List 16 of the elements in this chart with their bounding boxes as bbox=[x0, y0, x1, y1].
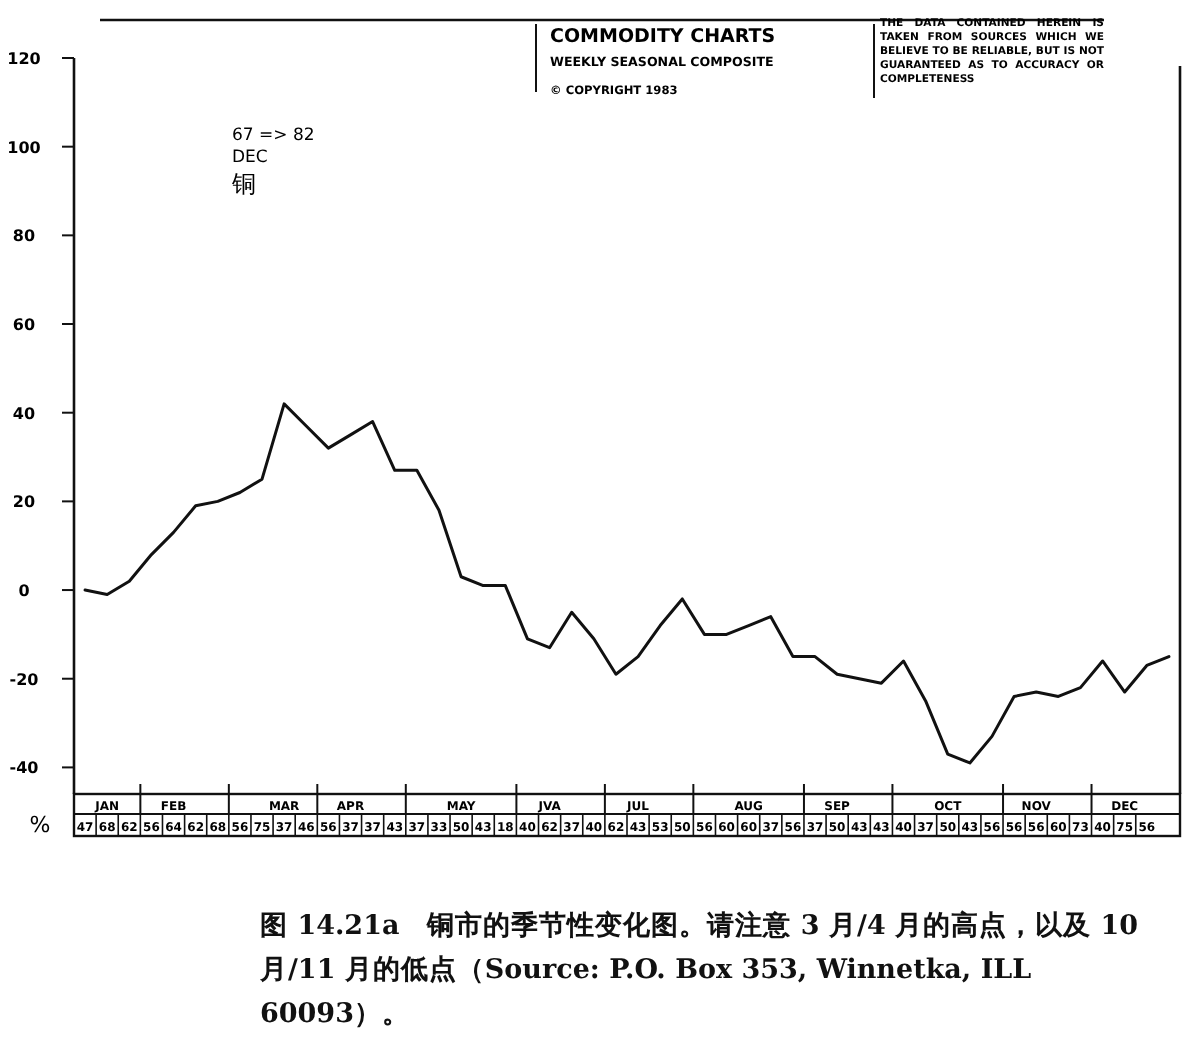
y-tick-label: 100 bbox=[7, 138, 42, 157]
text: % bbox=[29, 812, 51, 838]
y-tick-label: 0 bbox=[18, 582, 31, 601]
y-tick-label: 40 bbox=[12, 404, 36, 423]
y-tick-label: 20 bbox=[12, 493, 36, 512]
caption: 图 14.21a 铜市的季节性变化图。请注意 3 月/4 月的高点，以及 10 月/11 月的低点（Source: P.O. Box 353, Winnetka, ILL 60093）。 bbox=[260, 908, 1141, 1034]
y-tick-label: -40 bbox=[9, 759, 40, 778]
chart-title: COMMODITY CHARTS bbox=[550, 26, 776, 48]
y-tick-label: -20 bbox=[9, 670, 40, 689]
annotation: 67 => 82 bbox=[232, 126, 315, 146]
annotation: 铜 bbox=[230, 170, 256, 198]
line-series bbox=[83, 402, 1171, 765]
y-tick-label: 60 bbox=[12, 316, 36, 335]
annotation: DEC bbox=[232, 148, 268, 168]
y-tick-label: 120 bbox=[7, 50, 42, 68]
y-tick-label: 80 bbox=[12, 227, 36, 246]
